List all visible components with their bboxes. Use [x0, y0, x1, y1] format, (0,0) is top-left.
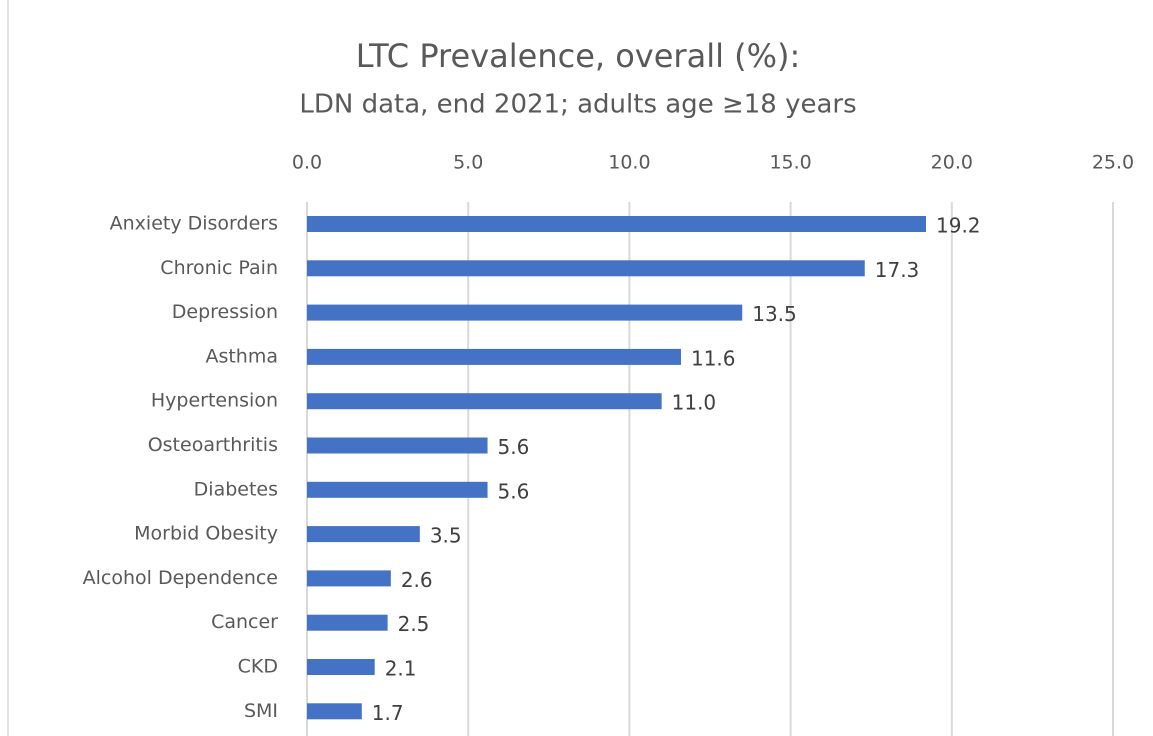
bar — [307, 216, 927, 232]
data-label: 5.6 — [498, 435, 530, 459]
data-label: 1.7 — [372, 701, 404, 725]
y-tick-label: Chronic Pain — [160, 257, 278, 279]
x-tick-label: 25.0 — [1092, 152, 1134, 174]
bar — [307, 481, 488, 498]
chart-subtitle: LDN data, end 2021; adults age ≥18 years — [299, 90, 856, 120]
x-tick-label: 0.0 — [292, 152, 322, 174]
data-label: 3.5 — [430, 524, 462, 548]
x-tick-label: 10.0 — [608, 152, 650, 174]
data-label: 11.0 — [672, 391, 717, 415]
data-label: 13.5 — [752, 302, 797, 326]
bar — [307, 659, 375, 675]
y-tick-label: Osteoarthritis — [148, 434, 278, 456]
y-tick-label: Hypertension — [151, 390, 278, 412]
y-tick-label: Asthma — [205, 345, 278, 367]
y-tick-label: Depression — [172, 301, 278, 323]
data-label: 2.1 — [385, 657, 417, 681]
bar — [307, 348, 681, 365]
x-tick-label: 15.0 — [769, 152, 811, 174]
bar — [307, 570, 391, 587]
bar — [307, 437, 488, 454]
y-tick-label: CKD — [238, 656, 278, 678]
bar — [307, 614, 388, 631]
y-tick-label: SMI — [244, 700, 278, 722]
x-tick-label: 20.0 — [931, 152, 973, 174]
bar — [307, 703, 362, 720]
y-tick-label: Cancer — [211, 611, 278, 633]
chart-border — [7, 0, 9, 736]
bar — [307, 260, 865, 277]
y-tick-label: Alcohol Dependence — [83, 567, 278, 589]
x-tick-label: 5.0 — [453, 152, 483, 174]
data-label: 2.5 — [398, 612, 430, 636]
data-label: 19.2 — [936, 214, 981, 238]
bar — [307, 304, 743, 321]
y-tick-label: Diabetes — [194, 478, 278, 500]
data-label: 17.3 — [875, 258, 920, 282]
data-label: 11.6 — [691, 346, 736, 370]
data-label: 2.6 — [401, 568, 433, 592]
bar — [307, 393, 662, 410]
y-tick-label: Morbid Obesity — [134, 523, 278, 545]
y-tick-label: Anxiety Disorders — [110, 213, 278, 235]
data-label: 5.6 — [498, 479, 530, 503]
chart-title: LTC Prevalence, overall (%): — [356, 37, 801, 75]
bar — [307, 526, 420, 543]
